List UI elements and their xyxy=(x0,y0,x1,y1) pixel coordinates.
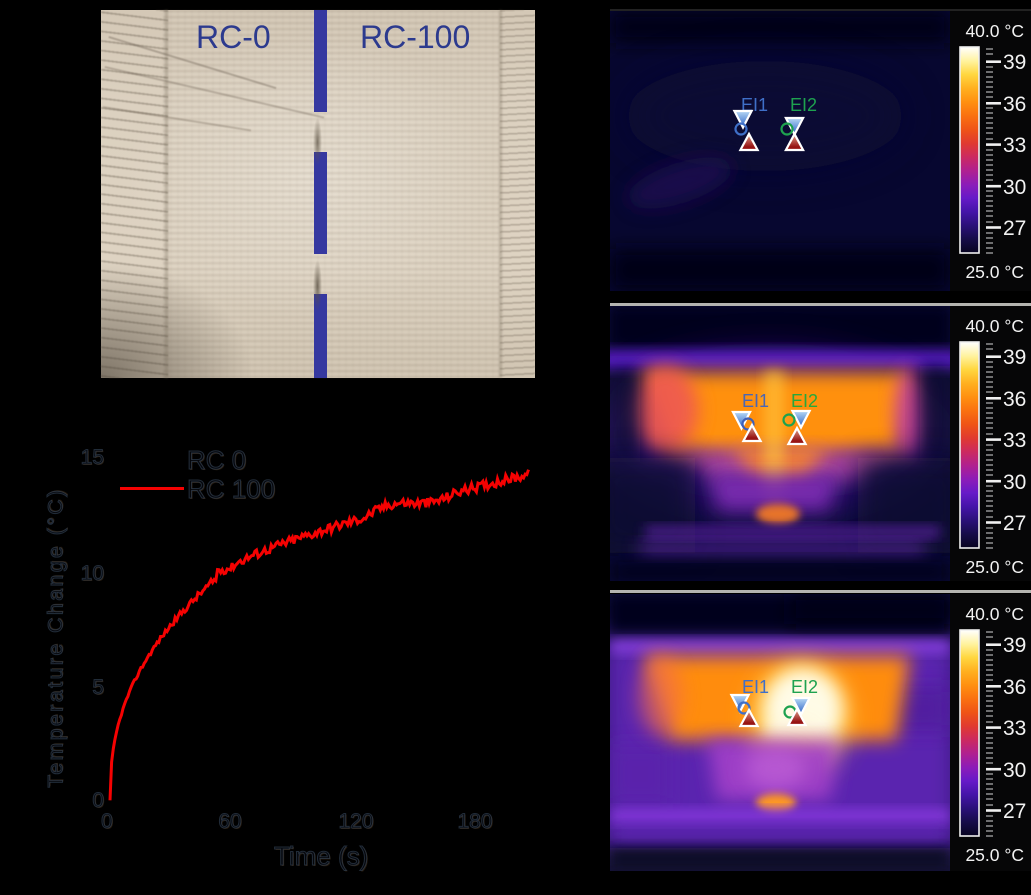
svg-text:EI1: EI1 xyxy=(742,677,769,697)
svg-text:EI2: EI2 xyxy=(790,95,817,115)
svg-text:EI2: EI2 xyxy=(791,677,818,697)
svg-text:EI2: EI2 xyxy=(791,391,818,411)
svg-text:EI1: EI1 xyxy=(742,391,769,411)
